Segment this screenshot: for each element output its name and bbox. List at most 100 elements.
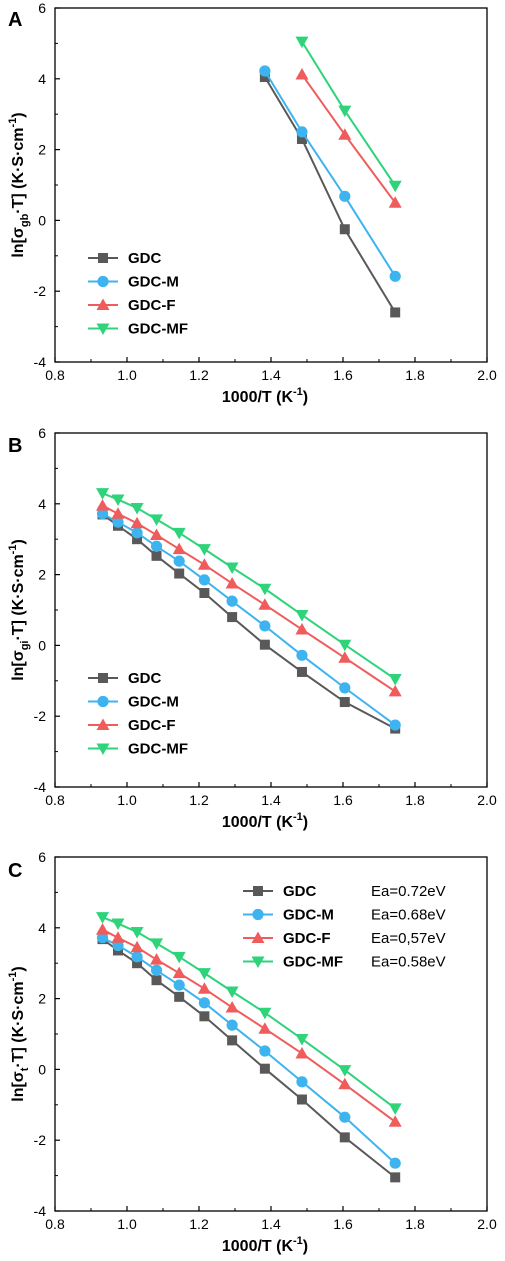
- x-tick-label: 1.0: [117, 367, 137, 383]
- x-axis-label-main: 1000/T (K: [222, 389, 294, 406]
- data-point: [389, 719, 401, 731]
- x-tick-label: 1.4: [261, 367, 281, 383]
- legend-label: GDC-F: [128, 717, 176, 734]
- y-axis-label-sub: t: [19, 1067, 31, 1071]
- y-tick-label: 2: [38, 567, 46, 583]
- legend-label: GDC-F: [283, 930, 331, 947]
- x-tick-label: 0.8: [45, 1216, 65, 1232]
- legend-entry: GDC-MF: [88, 321, 188, 338]
- data-point: [111, 507, 125, 519]
- legend-swatch-marker: [96, 298, 110, 310]
- series-gdc: [259, 72, 401, 318]
- legend-label: GDC-MF: [283, 954, 343, 971]
- legend-swatch-marker: [96, 323, 110, 335]
- legend-entry: GDC-M: [88, 274, 179, 291]
- y-tick-label: -4: [34, 354, 47, 370]
- data-point: [388, 1115, 402, 1127]
- x-tick-label: 0.8: [45, 367, 65, 383]
- x-tick-label: 2.0: [477, 792, 497, 808]
- data-point: [295, 609, 309, 622]
- data-point: [295, 1046, 309, 1059]
- data-point: [258, 1007, 272, 1020]
- data-point: [225, 562, 239, 575]
- data-point: [339, 1111, 351, 1123]
- data-point: [131, 951, 143, 963]
- data-point: [338, 1065, 352, 1077]
- x-tick-label: 2.0: [477, 367, 497, 383]
- legend-label: GDC-MF: [128, 741, 188, 758]
- data-point: [150, 938, 164, 950]
- data-point: [96, 923, 110, 935]
- legend-label: GDC: [128, 670, 162, 687]
- x-tick-label: 1.2: [189, 367, 209, 383]
- x-axis-label-sup: -1: [293, 386, 303, 398]
- data-point: [173, 555, 185, 567]
- data-point: [111, 918, 125, 931]
- data-point: [259, 1063, 270, 1074]
- data-point: [296, 1076, 308, 1088]
- data-point: [225, 576, 239, 589]
- y-tick-label: 4: [38, 920, 46, 936]
- legend: GDC Ea=0.72eV GDC-M Ea=0.68eV GDC-F Ea=0,57eV…: [243, 883, 446, 971]
- y-tick-label: 6: [38, 0, 46, 16]
- legend-label: GDC-MF: [128, 321, 188, 338]
- y-axis-label-end: ): [10, 539, 27, 544]
- y-tick-label: 4: [38, 496, 46, 512]
- legend-swatch-marker: [251, 931, 265, 943]
- data-point: [150, 514, 164, 526]
- data-point: [338, 651, 352, 663]
- data-point: [174, 991, 185, 1002]
- legend-entry: GDC-F: [88, 297, 176, 314]
- x-tick-label: 0.8: [45, 792, 65, 808]
- legend-swatch-marker: [96, 718, 110, 730]
- legend-swatch-marker: [251, 956, 265, 968]
- data-point: [197, 558, 211, 570]
- x-axis-label-sup: -1: [293, 811, 303, 823]
- data-point: [389, 1157, 401, 1169]
- legend-swatch-marker: [253, 886, 263, 896]
- legend-entry: GDC-F: [88, 717, 176, 734]
- legend-swatch-marker: [97, 275, 109, 288]
- legend: GDC GDC-M GDC-F GDC-MF: [88, 670, 188, 758]
- series-gdc-m: [96, 932, 401, 1169]
- y-tick-label: -2: [34, 1132, 47, 1148]
- y-tick-label: 6: [38, 425, 46, 441]
- data-point: [197, 982, 211, 994]
- x-tick-label: 1.0: [117, 1216, 137, 1232]
- legend-entry: GDC Ea=0.72eV: [243, 883, 446, 900]
- data-point: [339, 682, 351, 694]
- y-tick-label: 0: [38, 1061, 46, 1077]
- data-point: [390, 307, 401, 318]
- data-point: [225, 1000, 239, 1013]
- series-gdc: [97, 934, 401, 1183]
- x-axis-label-end: ): [303, 1238, 308, 1255]
- y-axis-label: ln[σgb·T] (K·S·cm-1): [7, 112, 31, 257]
- x-tick-label: 1.8: [405, 792, 425, 808]
- data-point: [112, 516, 124, 528]
- series-gdc-m: [259, 65, 401, 282]
- legend-entry: GDC: [88, 670, 162, 687]
- data-point: [259, 1045, 271, 1057]
- x-tick-label: 1.2: [189, 792, 209, 808]
- data-point: [151, 975, 162, 986]
- series-line: [301, 41, 397, 187]
- data-point: [150, 953, 164, 965]
- x-tick-label: 1.4: [261, 792, 281, 808]
- data-point: [339, 190, 351, 202]
- y-axis-label: ln[σt·T] (K·S·cm-1): [7, 966, 31, 1102]
- data-point: [96, 912, 110, 924]
- series-gdc-f: [295, 68, 402, 208]
- y-axis-label-end: ): [10, 112, 27, 117]
- data-point: [339, 1132, 350, 1143]
- y-axis-label-main: ln[σ: [10, 227, 27, 258]
- x-axis-label-main: 1000/T (K: [222, 1238, 294, 1255]
- legend-entry: GDC-F Ea=0,57eV: [243, 930, 446, 947]
- plot-frame: [54, 432, 488, 788]
- data-point: [295, 1033, 309, 1046]
- legend-label: GDC: [283, 883, 317, 900]
- x-axis-label: 1000/T (K-1): [222, 1235, 308, 1255]
- data-point: [259, 72, 270, 83]
- panel-letter: B: [8, 435, 22, 457]
- data-point: [296, 126, 308, 138]
